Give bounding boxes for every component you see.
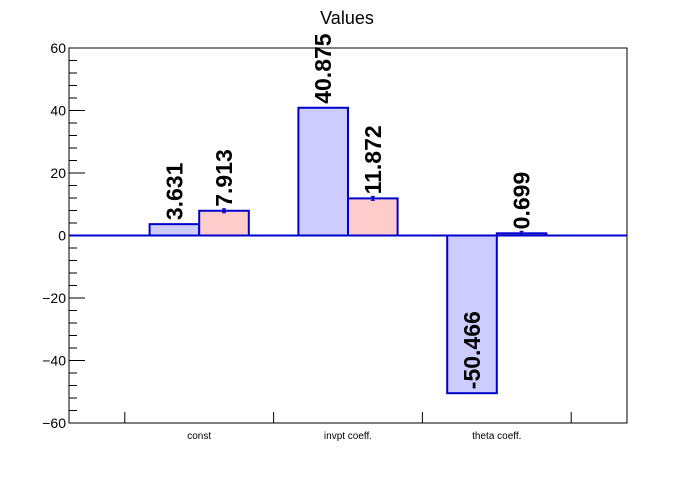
x-category-label: theta coeff. — [472, 431, 521, 442]
labels-layer: 3.631 40.875 -50.466 7.913 11.872 0.699 — [69, 33, 627, 389]
y-tick-label: −60 — [42, 415, 66, 431]
y-tick-label: 20 — [50, 165, 66, 181]
y-tick-label: −40 — [42, 353, 66, 369]
data-label: 3.631 — [161, 162, 187, 220]
marks-layer — [148, 106, 548, 395]
bar — [347, 197, 399, 237]
data-label: -50.466 — [459, 311, 485, 389]
data-label: 7.913 — [211, 149, 237, 207]
data-label: 11.872 — [360, 125, 386, 194]
y-tick-label: 0 — [58, 228, 66, 244]
chart-title: Values — [320, 8, 374, 28]
bar — [198, 209, 250, 237]
bar — [297, 106, 349, 237]
data-label: 0.699 — [509, 172, 535, 230]
x-category-label: invpt coeff. — [324, 431, 372, 442]
bar — [148, 223, 201, 237]
bar — [446, 234, 498, 395]
y-tick-label: −20 — [42, 290, 66, 306]
axes-layer: −60 −40 −20 0 20 40 60 const invpt coeff. theta c… — [42, 40, 572, 442]
x-category-label: const — [187, 431, 211, 442]
y-tick-label: 40 — [50, 103, 66, 119]
y-tick-label: 60 — [50, 40, 66, 56]
data-label: 40.875 — [310, 33, 336, 104]
